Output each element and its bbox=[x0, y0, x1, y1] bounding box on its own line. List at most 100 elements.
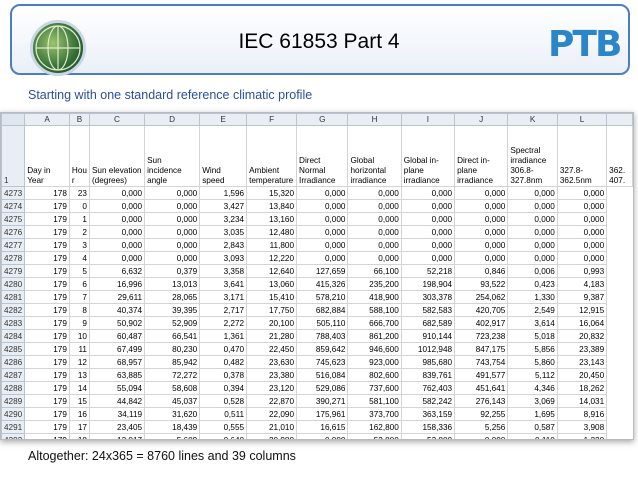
cell[interactable]: 0,000 bbox=[400, 199, 456, 213]
cell[interactable]: 16,996 bbox=[88, 277, 146, 291]
cell[interactable]: 0,000 bbox=[144, 251, 201, 265]
cell[interactable]: 0,000 bbox=[556, 225, 608, 239]
cell[interactable]: 52,909 bbox=[144, 316, 201, 330]
cell[interactable]: 179 bbox=[24, 381, 70, 395]
cell[interactable]: 11,800 bbox=[246, 238, 298, 252]
cell[interactable]: 179 bbox=[24, 290, 70, 304]
cell[interactable]: 1,220 bbox=[556, 433, 608, 439]
row-number[interactable]: 4277 bbox=[1, 238, 26, 252]
row-number[interactable]: 4292 bbox=[1, 433, 26, 439]
cell[interactable]: 34,119 bbox=[88, 407, 146, 421]
cell[interactable]: 0,000 bbox=[88, 238, 146, 252]
cell[interactable]: 15 bbox=[68, 394, 90, 408]
header-cell[interactable]: Global in-plane irradiance bbox=[400, 125, 456, 187]
cell[interactable]: 666,700 bbox=[347, 316, 402, 330]
column-header[interactable]: L bbox=[556, 113, 608, 126]
cell[interactable]: 802,600 bbox=[347, 368, 402, 382]
column-header[interactable]: E bbox=[199, 113, 248, 126]
cell[interactable]: 16 bbox=[68, 407, 90, 421]
cell[interactable]: 582,242 bbox=[400, 394, 456, 408]
row-number[interactable]: 4284 bbox=[1, 329, 26, 343]
cell[interactable]: 0,000 bbox=[556, 212, 608, 226]
row-number[interactable]: 4285 bbox=[1, 342, 26, 356]
cell[interactable]: 21,010 bbox=[246, 420, 298, 434]
cell[interactable]: 363,159 bbox=[400, 407, 456, 421]
cell[interactable]: 0,000 bbox=[88, 199, 146, 213]
cell[interactable]: 20,980 bbox=[246, 433, 298, 439]
cell[interactable]: 0,000 bbox=[454, 186, 509, 200]
cell[interactable]: 0,000 bbox=[556, 199, 608, 213]
cell[interactable]: 415,326 bbox=[296, 277, 349, 291]
cell[interactable]: 12,640 bbox=[246, 264, 298, 278]
cell[interactable]: 723,238 bbox=[454, 329, 509, 343]
cell[interactable]: 179 bbox=[24, 329, 70, 343]
cell[interactable]: 0,000 bbox=[454, 212, 509, 226]
cell[interactable]: 0,555 bbox=[199, 420, 248, 434]
header-cell[interactable]: Direct Normal Irradiance bbox=[296, 125, 349, 187]
cell[interactable]: 762,403 bbox=[400, 381, 456, 395]
column-header[interactable]: D bbox=[144, 113, 201, 126]
select-all-corner[interactable] bbox=[1, 113, 26, 126]
cell[interactable]: 4 bbox=[68, 251, 90, 265]
cell[interactable]: 0,394 bbox=[199, 381, 248, 395]
cell[interactable]: 23,405 bbox=[88, 420, 146, 434]
cell[interactable]: 179 bbox=[24, 342, 70, 356]
cell[interactable]: 0,000 bbox=[347, 212, 402, 226]
cell[interactable]: 1,695 bbox=[507, 407, 558, 421]
cell[interactable]: 12,915 bbox=[556, 303, 608, 317]
cell[interactable]: 179 bbox=[24, 277, 70, 291]
cell[interactable]: 0,000 bbox=[507, 212, 558, 226]
cell[interactable]: 14,031 bbox=[556, 394, 608, 408]
cell[interactable]: 16,064 bbox=[556, 316, 608, 330]
cell[interactable]: 5,018 bbox=[507, 329, 558, 343]
cell[interactable]: 0,000 bbox=[296, 433, 349, 439]
cell[interactable]: 17 bbox=[68, 420, 90, 434]
cell[interactable]: 179 bbox=[24, 212, 70, 226]
cell[interactable]: 0,000 bbox=[454, 238, 509, 252]
cell[interactable]: 0,993 bbox=[556, 264, 608, 278]
cell[interactable]: 0,482 bbox=[199, 355, 248, 369]
cell[interactable]: 0,000 bbox=[507, 251, 558, 265]
cell[interactable]: 23,143 bbox=[556, 355, 608, 369]
cell[interactable]: 0,000 bbox=[296, 212, 349, 226]
cell[interactable]: 9 bbox=[68, 316, 90, 330]
cell[interactable]: 0,000 bbox=[400, 212, 456, 226]
cell[interactable]: 0,000 bbox=[400, 238, 456, 252]
cell[interactable]: 4,183 bbox=[556, 277, 608, 291]
cell[interactable]: 0,000 bbox=[296, 186, 349, 200]
row-number[interactable]: 4274 bbox=[1, 199, 26, 213]
cell[interactable]: 58,608 bbox=[144, 381, 201, 395]
cell[interactable]: 0,000 bbox=[347, 186, 402, 200]
cell[interactable]: 66,541 bbox=[144, 329, 201, 343]
cell[interactable]: 29,611 bbox=[88, 290, 146, 304]
cell[interactable]: 45,037 bbox=[144, 394, 201, 408]
cell[interactable]: 0,000 bbox=[556, 186, 608, 200]
cell[interactable]: 10 bbox=[68, 329, 90, 343]
cell[interactable]: 581,100 bbox=[347, 394, 402, 408]
cell[interactable]: 179 bbox=[24, 264, 70, 278]
cell[interactable]: 179 bbox=[24, 303, 70, 317]
cell[interactable]: 23,120 bbox=[246, 381, 298, 395]
row-number[interactable]: 4286 bbox=[1, 355, 26, 369]
cell[interactable]: 179 bbox=[24, 238, 70, 252]
cell[interactable]: 198,904 bbox=[400, 277, 456, 291]
cell[interactable]: 5,112 bbox=[507, 368, 558, 382]
cell[interactable]: 910,144 bbox=[400, 329, 456, 343]
cell[interactable]: 5,609 bbox=[144, 433, 201, 439]
cell[interactable]: 0,000 bbox=[454, 225, 509, 239]
cell[interactable]: 0,587 bbox=[507, 420, 558, 434]
cell[interactable]: 0,000 bbox=[296, 199, 349, 213]
cell[interactable]: 0,528 bbox=[199, 394, 248, 408]
cell[interactable]: 682,589 bbox=[400, 316, 456, 330]
cell[interactable]: 3,069 bbox=[507, 394, 558, 408]
row-number[interactable]: 4291 bbox=[1, 420, 26, 434]
cell[interactable]: 923,000 bbox=[347, 355, 402, 369]
cell[interactable]: 0,000 bbox=[454, 251, 509, 265]
cell[interactable]: 0,000 bbox=[507, 199, 558, 213]
header-cell[interactable]: Day in Year bbox=[24, 125, 70, 187]
column-header[interactable]: F bbox=[246, 113, 298, 126]
cell[interactable]: 12 bbox=[68, 355, 90, 369]
cell[interactable]: 3,171 bbox=[199, 290, 248, 304]
cell[interactable]: 839,761 bbox=[400, 368, 456, 382]
cell[interactable]: 1 bbox=[68, 212, 90, 226]
